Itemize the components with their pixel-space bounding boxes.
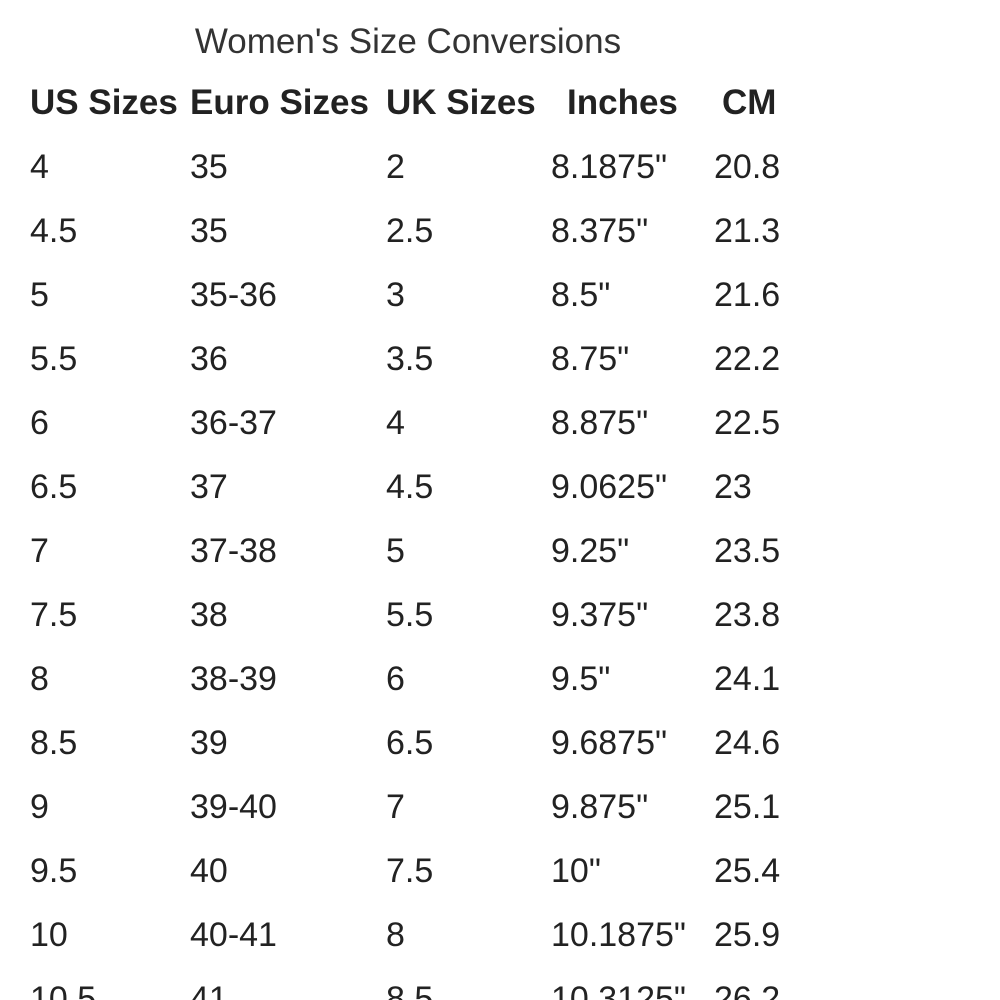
table-cell: 10.3125" [551,980,686,1000]
table-cell: 36-37 [190,404,277,442]
table-cell: 6.5 [386,724,434,762]
table-cell: 39-40 [190,788,277,826]
table-cell: 38 [190,596,228,634]
table-cell: 38-39 [190,660,277,698]
table-cell: 6.5 [30,468,78,506]
table-cell: 4.5 [386,468,434,506]
table-cell: 37-38 [190,532,277,570]
table-cell: 23 [714,468,752,506]
table-cell: 25.4 [714,852,781,890]
table-cell: 8.375" [551,212,649,250]
table-cell: 36 [190,340,228,378]
table-cell: 4 [386,404,405,442]
table-cell: 10" [551,852,601,890]
table-cell: 35 [190,212,228,250]
table-cell: 8.5 [30,724,78,762]
table-cell: 35 [190,148,228,186]
table-cell: 7.5 [386,852,434,890]
table-cell: 6 [386,660,405,698]
table-cell: 5 [30,276,49,314]
table-cell: 24.6 [714,724,781,762]
table-cell: 5.5 [386,596,434,634]
table-cell: 22.2 [714,340,781,378]
table-cell: 26.2 [714,980,781,1000]
table-cell: 5 [386,532,405,570]
table-cell: 35-36 [190,276,277,314]
table-cell: 10 [30,916,68,954]
table-cell: 10.5 [30,980,97,1000]
table-cell: 2.5 [386,212,434,250]
table-cell: 8.75" [551,340,630,378]
table-cell: 8 [386,916,405,954]
column-header: Euro Sizes [190,83,369,122]
table-cell: 21.3 [714,212,781,250]
table-cell: 22.5 [714,404,781,442]
table-cell: 8.5 [386,980,434,1000]
table-cell: 40-41 [190,916,277,954]
table-cell: 25.1 [714,788,781,826]
table-cell: 23.5 [714,532,781,570]
column-header: CM [722,83,777,122]
column-header: Inches [567,83,678,122]
table-cell: 6 [30,404,49,442]
table-cell: 23.8 [714,596,781,634]
table-cell: 9.6875" [551,724,668,762]
column-header: US Sizes [30,83,178,122]
table-cell: 25.9 [714,916,781,954]
table-cell: 7.5 [30,596,78,634]
table-title: Women's Size Conversions [194,22,622,61]
table-cell: 20.8 [714,148,781,186]
table-cell: 9.25" [551,532,630,570]
table-cell: 3.5 [386,340,434,378]
table-cell: 7 [30,532,49,570]
table-cell: 37 [190,468,228,506]
table-cell: 2 [386,148,405,186]
column-header: UK Sizes [386,83,536,122]
table-cell: 7 [386,788,405,826]
table-cell: 9.0625" [551,468,668,506]
table-cell: 5.5 [30,340,78,378]
table-cell: 4.5 [30,212,78,250]
table-cell: 8.1875" [551,148,668,186]
table-cell: 4 [30,148,49,186]
table-cell: 8.5" [551,276,611,314]
table-cell: 39 [190,724,228,762]
table-cell: 10.1875" [551,916,686,954]
table-cell: 8.875" [551,404,649,442]
table-cell: 9.5" [551,660,611,698]
table-cell: 8 [30,660,49,698]
table-cell: 9 [30,788,49,826]
table-cell: 21.6 [714,276,781,314]
table-cell: 9.875" [551,788,649,826]
table-cell: 24.1 [714,660,781,698]
table-cell: 41 [190,980,228,1000]
table-cell: 9.375" [551,596,649,634]
table-cell: 9.5 [30,852,78,890]
table-cell: 3 [386,276,405,314]
table-cell: 40 [190,852,228,890]
